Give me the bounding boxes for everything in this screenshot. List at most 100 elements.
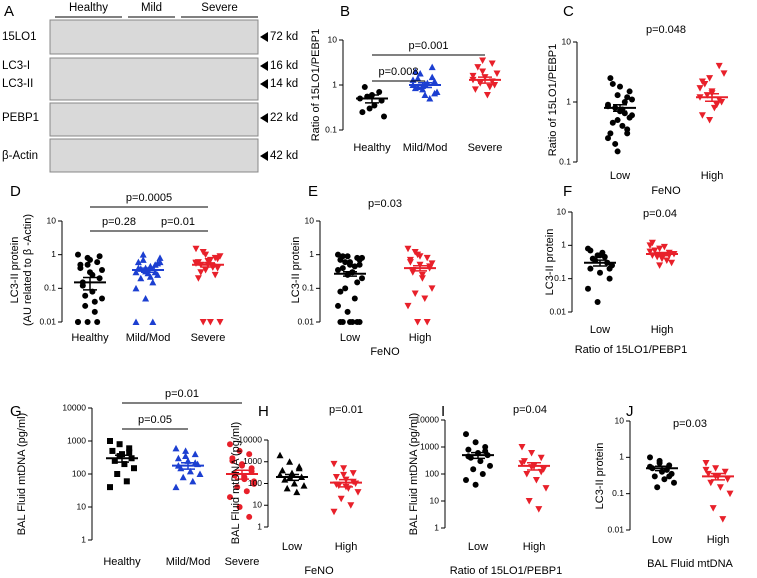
x-tick-label: Healthy	[103, 556, 141, 568]
error-bar	[418, 82, 432, 89]
point	[344, 308, 351, 315]
point	[340, 465, 348, 472]
y-tick-label: 10000	[238, 434, 262, 444]
point	[617, 83, 623, 90]
point	[726, 490, 734, 498]
point	[337, 495, 345, 503]
row-label: LC3-II	[2, 78, 33, 90]
point	[116, 453, 123, 460]
point	[342, 285, 349, 292]
point	[339, 319, 346, 325]
arrowhead	[260, 61, 268, 71]
point	[149, 278, 157, 286]
y-tick-label: 0.01	[297, 316, 314, 326]
y-tick-label: 0.1	[559, 156, 571, 166]
point	[276, 451, 284, 459]
x-axis-label: BAL Fluid mtDNA	[647, 558, 733, 570]
y-tick-label: 0.01	[549, 306, 566, 316]
blot-strip	[49, 138, 259, 173]
blot-strip	[49, 57, 259, 101]
point	[366, 105, 373, 112]
y-tick-label: 100	[425, 468, 439, 478]
point	[472, 481, 479, 488]
point	[609, 119, 616, 126]
point	[339, 265, 346, 272]
point	[283, 484, 291, 492]
chart: D 0.01 0.1 1 10 LC3-II protein (AU related to …	[9, 183, 226, 344]
point	[182, 452, 190, 460]
point	[236, 504, 243, 510]
point	[416, 70, 424, 77]
point	[594, 298, 601, 305]
point	[335, 251, 341, 258]
x-axis-label: FeNO	[304, 565, 334, 577]
point	[702, 459, 710, 467]
point	[132, 268, 140, 276]
point	[709, 505, 717, 512]
error-bar	[83, 276, 97, 291]
y-tick-label: 1	[51, 249, 56, 259]
group-label: Mild	[141, 2, 162, 14]
y-tick-label: 10	[615, 415, 625, 425]
p-value: p=0.001	[408, 40, 448, 52]
point	[487, 462, 493, 469]
y-tick-label: 1	[81, 534, 86, 544]
row-label: LC3-I	[2, 60, 30, 72]
error-bar	[711, 472, 725, 481]
point	[626, 114, 633, 121]
error-bar	[285, 473, 299, 482]
x-tick-label: High	[335, 541, 358, 553]
point	[419, 85, 427, 93]
x-tick-label: Low	[610, 170, 630, 182]
p-value: p=0.01	[329, 404, 363, 416]
point	[77, 265, 84, 272]
point	[89, 271, 96, 278]
point	[624, 94, 631, 101]
row-label: PEBP1	[2, 112, 39, 124]
point	[156, 258, 164, 266]
point	[229, 457, 236, 464]
x-tick-label: Low	[652, 534, 672, 546]
point	[654, 484, 661, 491]
panel-letter: C	[563, 3, 574, 20]
x-tick-label: Low	[468, 541, 488, 553]
point	[211, 271, 219, 279]
point	[359, 109, 366, 116]
point	[719, 516, 727, 523]
point	[131, 465, 137, 472]
point	[532, 476, 540, 484]
point	[84, 319, 91, 325]
x-tick-label: Low	[282, 541, 302, 553]
point	[137, 274, 145, 282]
point	[702, 466, 710, 474]
point	[123, 478, 130, 485]
p-value: p=0.03	[368, 198, 402, 210]
point	[431, 89, 439, 97]
point	[465, 446, 472, 453]
point	[416, 253, 424, 260]
point	[479, 57, 487, 65]
point	[715, 62, 723, 70]
point	[75, 319, 81, 325]
point	[418, 275, 426, 282]
y-axis-label: LC3-II protein	[544, 229, 556, 296]
point	[411, 249, 419, 256]
point	[248, 468, 255, 475]
point	[614, 148, 621, 155]
point	[421, 295, 429, 302]
point	[290, 480, 298, 487]
point	[428, 73, 436, 81]
point	[587, 265, 594, 272]
point	[414, 319, 422, 326]
y-axis-label: BAL Fluid mtDNA (pg/ml)	[230, 422, 242, 544]
point	[658, 255, 666, 263]
point	[656, 245, 664, 253]
x-tick-label: Severe	[468, 142, 503, 154]
point	[84, 261, 91, 268]
point	[99, 295, 105, 302]
point	[197, 269, 205, 276]
x-axis-label: Ratio of 15LO1/PEBP1	[450, 565, 563, 577]
